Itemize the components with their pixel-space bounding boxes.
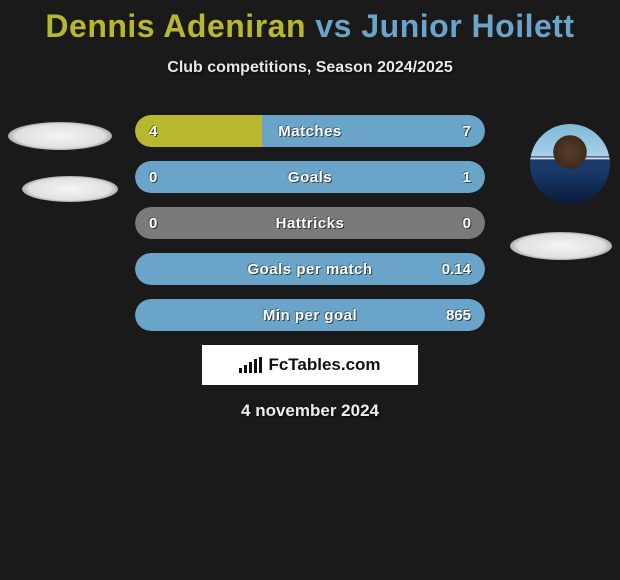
stat-value-right: 0 [425,215,485,232]
source-logo: FcTables.com [202,345,418,385]
stat-row: 4Matches7 [135,115,485,147]
stat-value-right: 865 [425,307,485,324]
stat-row: 0Goals1 [135,161,485,193]
logo-text: FcTables.com [268,355,380,375]
stat-label: Min per goal [195,307,425,324]
stat-value-right: 1 [425,169,485,186]
player2-avatar [530,124,610,204]
stat-value-left: 0 [135,215,195,232]
stat-value-left: 0 [135,169,195,186]
stat-row: 0Hattricks0 [135,207,485,239]
stat-value-left: 4 [135,123,195,140]
stat-label: Goals [195,169,425,186]
subtitle: Club competitions, Season 2024/2025 [0,59,620,77]
stat-row: Min per goal865 [135,299,485,331]
snapshot-date: 4 november 2024 [0,401,620,421]
vs-text: vs [306,8,361,44]
stat-value-right: 7 [425,123,485,140]
stats-table: 4Matches70Goals10Hattricks0Goals per mat… [135,115,485,331]
avatar-shadow-left [8,122,112,150]
stat-row: Goals per match0.14 [135,253,485,285]
avatar-shadow-left-2 [22,176,118,202]
logo-bars-icon [239,357,262,373]
stat-value-right: 0.14 [425,261,485,278]
comparison-title: Dennis Adeniran vs Junior Hoilett [0,8,620,45]
stat-label: Matches [195,123,425,140]
avatar-shadow-right [510,232,612,260]
stat-label: Goals per match [195,261,425,278]
player2-avatar-image [530,124,610,204]
player1-name: Dennis Adeniran [45,8,306,44]
stat-label: Hattricks [195,215,425,232]
player2-name: Junior Hoilett [361,8,574,44]
